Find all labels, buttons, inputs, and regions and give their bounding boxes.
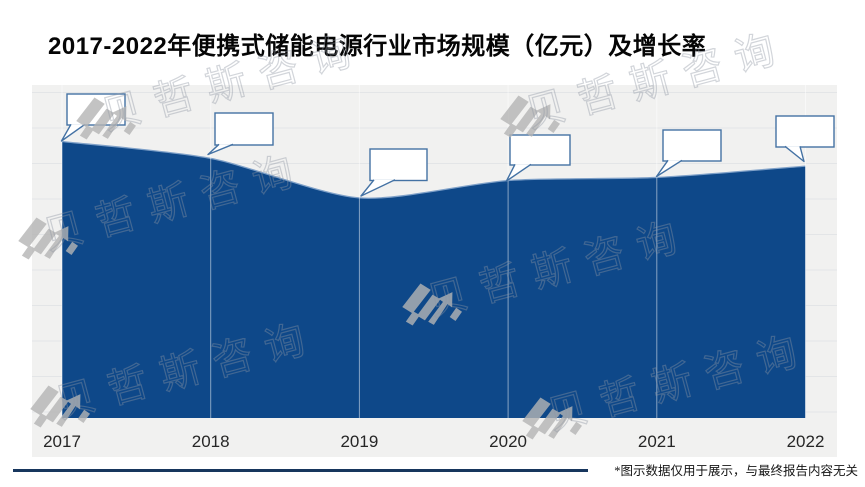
x-tick-2017: 2017: [43, 432, 81, 451]
area-chart: [32, 85, 837, 418]
x-tick-2019: 2019: [340, 432, 379, 451]
bottom-divider: [13, 469, 588, 472]
x-tick-2022: 2022: [786, 432, 825, 451]
area-series: [62, 141, 806, 418]
x-tick-2021: 2021: [637, 432, 676, 451]
footnote-text: *图示数据仅用于展示，与最终报告内容无关: [614, 464, 858, 478]
x-tick-2018: 2018: [191, 432, 230, 451]
x-tick-2020: 2020: [489, 432, 528, 451]
chart-title: 2017-2022年便携式储能电源行业市场规模（亿元）及增长率: [48, 33, 707, 60]
